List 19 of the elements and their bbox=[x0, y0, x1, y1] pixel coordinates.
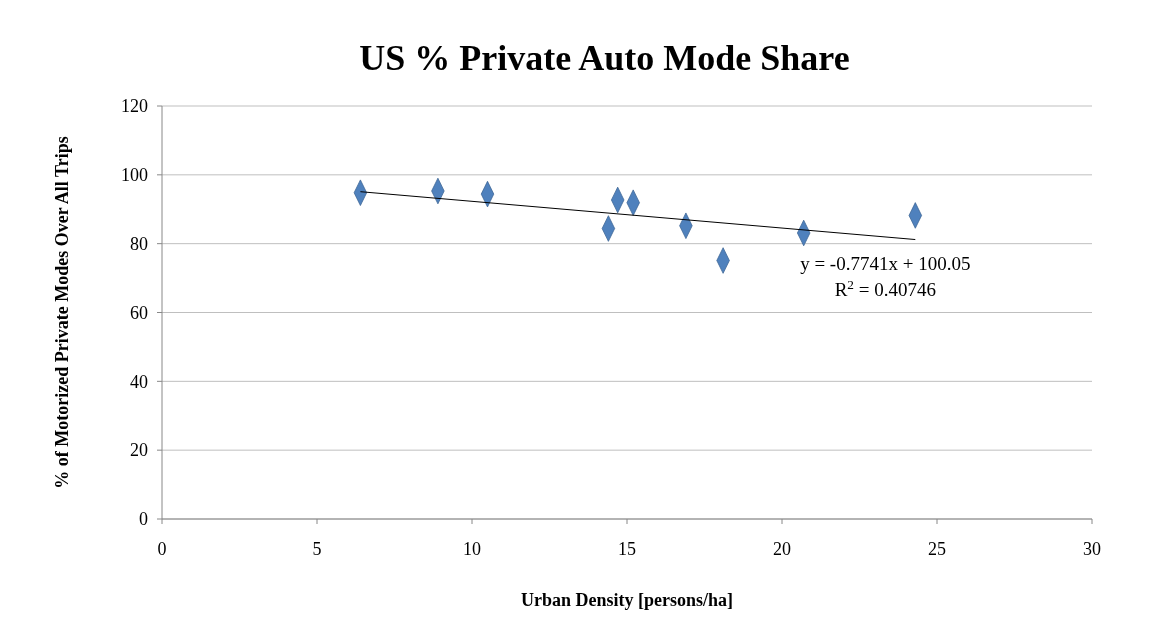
y-tick-label: 100 bbox=[121, 165, 148, 186]
annotation: y = -0.7741x + 100.05 bbox=[800, 252, 971, 274]
x-tick-label: 30 bbox=[1083, 539, 1101, 559]
y-tick-label: 80 bbox=[130, 233, 148, 254]
y-tick-label: 20 bbox=[130, 440, 148, 461]
x-tick-label: 15 bbox=[618, 539, 636, 559]
x-tick-label: 10 bbox=[463, 539, 481, 559]
x-tick-label: 25 bbox=[928, 539, 946, 559]
y-tick-label: 120 bbox=[121, 96, 148, 117]
chart-title: US % Private Auto Mode Share bbox=[359, 38, 850, 78]
y-tick-label: 60 bbox=[130, 302, 148, 323]
x-tick-label: 0 bbox=[157, 539, 167, 559]
x-axis-title: Urban Density [persons/ha] bbox=[520, 590, 734, 610]
x-tick-label: 5 bbox=[312, 539, 322, 559]
y-tick-label: 40 bbox=[130, 371, 148, 392]
y-axis-title: % of Motorized Private Modes Over All Trips bbox=[52, 136, 72, 489]
y-tick-label: 0 bbox=[139, 509, 148, 530]
annotation: R$^{2}$ = 0.40746 bbox=[834, 276, 936, 300]
x-tick-label: 20 bbox=[773, 539, 791, 559]
